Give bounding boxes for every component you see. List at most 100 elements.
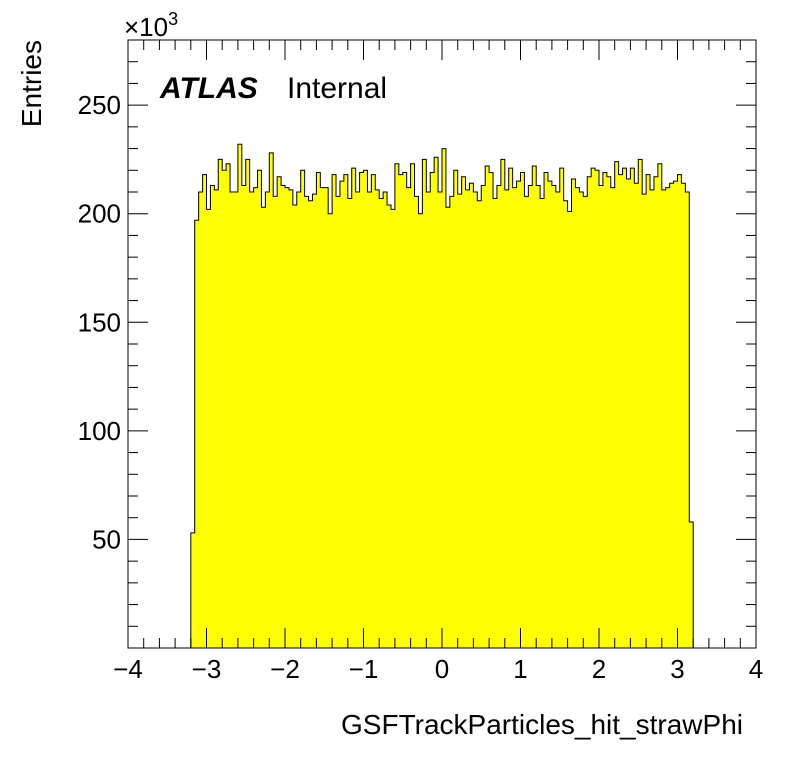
histogram-bar bbox=[583, 196, 588, 648]
histogram-bar bbox=[430, 172, 435, 648]
histogram-outline bbox=[190, 143, 694, 648]
histogram-bar bbox=[312, 194, 317, 649]
y-axis-label: Entries bbox=[16, 40, 47, 127]
histogram-bar bbox=[626, 178, 631, 648]
histogram-bar bbox=[206, 209, 211, 648]
histogram-bar bbox=[622, 168, 627, 649]
histogram-bar bbox=[602, 172, 608, 648]
histogram-bar bbox=[347, 198, 353, 648]
histogram-bar bbox=[532, 165, 537, 648]
histogram-bar bbox=[516, 181, 521, 648]
x-tick-label: 1 bbox=[513, 654, 527, 684]
histogram-bar bbox=[677, 174, 682, 648]
histogram-bar bbox=[567, 211, 572, 649]
histogram-bar bbox=[363, 170, 368, 649]
histogram-bar bbox=[571, 178, 576, 648]
histogram-bar bbox=[661, 189, 667, 648]
x-tick-label: −4 bbox=[113, 654, 143, 684]
histogram-bar bbox=[359, 172, 364, 648]
histogram-bar bbox=[277, 176, 282, 649]
histogram-bar bbox=[332, 174, 337, 648]
histogram-bar bbox=[375, 189, 380, 648]
histogram-bar bbox=[689, 522, 694, 648]
x-tick-label: −2 bbox=[270, 654, 300, 684]
histogram-bar bbox=[536, 185, 541, 649]
histogram-bar bbox=[461, 176, 466, 649]
histogram-bar bbox=[410, 163, 415, 648]
histogram-bar bbox=[387, 205, 392, 648]
histogram-bar bbox=[485, 165, 490, 648]
histogram-bar bbox=[261, 207, 266, 648]
histogram-bar bbox=[394, 163, 400, 648]
histogram-bar bbox=[434, 157, 439, 648]
histogram-bar bbox=[257, 170, 262, 649]
histogram-bar bbox=[445, 207, 451, 648]
internal-label: Internal bbox=[287, 72, 387, 105]
histogram-bar bbox=[477, 200, 482, 648]
histogram-bar bbox=[496, 185, 502, 649]
histogram-bar bbox=[481, 185, 486, 649]
histogram-bar bbox=[540, 198, 545, 648]
histogram-bar bbox=[253, 187, 258, 648]
histogram-bar bbox=[351, 168, 357, 649]
histogram-bar bbox=[328, 213, 333, 648]
y-multiplier-label: ×103 bbox=[124, 9, 178, 42]
histogram-bar bbox=[642, 194, 647, 649]
histogram-bar bbox=[304, 196, 309, 648]
histogram-bar bbox=[681, 183, 686, 648]
histogram-bar bbox=[673, 181, 678, 648]
y-tick-label: 250 bbox=[78, 90, 121, 120]
x-tick-label: 3 bbox=[670, 654, 684, 684]
histogram-bar bbox=[575, 187, 580, 648]
histogram-bar bbox=[559, 168, 565, 649]
histogram-bar bbox=[638, 159, 643, 648]
histogram-bar bbox=[288, 189, 294, 648]
histogram-bar bbox=[547, 181, 553, 648]
histogram-bar bbox=[512, 187, 517, 648]
histogram-bar bbox=[237, 144, 243, 649]
histogram-bar bbox=[281, 185, 286, 649]
histogram-bar bbox=[634, 183, 639, 648]
histogram-bar bbox=[292, 205, 298, 648]
histogram-bar bbox=[355, 192, 360, 648]
histogram-bar bbox=[618, 174, 623, 648]
x-tick-label: 2 bbox=[592, 654, 606, 684]
histogram-bar bbox=[222, 170, 227, 649]
histogram-bar bbox=[316, 172, 321, 648]
histogram-bar bbox=[343, 174, 349, 648]
histogram-bar bbox=[669, 183, 674, 648]
y-multiplier-exponent: 3 bbox=[168, 9, 178, 29]
histogram-bar bbox=[265, 192, 270, 648]
histogram-bar bbox=[551, 185, 557, 649]
x-tick-label: 4 bbox=[749, 654, 763, 684]
histogram-bar bbox=[398, 174, 404, 648]
histogram-bar bbox=[473, 192, 478, 648]
histogram-bar bbox=[508, 168, 514, 649]
histogram-bar bbox=[469, 183, 474, 648]
histogram-bar bbox=[520, 172, 525, 648]
histogram-bar bbox=[457, 194, 463, 649]
histogram-bar bbox=[249, 192, 254, 648]
histogram-bar bbox=[285, 187, 290, 648]
histogram-bar bbox=[650, 189, 655, 648]
y-tick-label: 100 bbox=[78, 416, 121, 446]
histogram-bar bbox=[591, 168, 596, 649]
histogram-bar bbox=[300, 170, 306, 649]
histogram-bar bbox=[544, 172, 549, 648]
histogram-bar bbox=[426, 192, 431, 648]
histogram-bar bbox=[402, 172, 408, 648]
histogram-bar bbox=[198, 192, 203, 648]
histogram-bar bbox=[489, 172, 494, 648]
x-tick-labels: −4 −3 −2 −1 0 1 2 3 4 bbox=[113, 654, 763, 684]
histogram-bar bbox=[646, 174, 651, 648]
histogram-bar bbox=[218, 159, 223, 648]
histogram-bar bbox=[599, 185, 604, 649]
y-tick-label: 50 bbox=[92, 524, 121, 554]
histogram-bar bbox=[500, 159, 506, 648]
histogram-bar bbox=[610, 187, 616, 648]
histogram-bar bbox=[241, 185, 247, 649]
histogram-bar bbox=[210, 185, 215, 649]
histogram-bar bbox=[202, 174, 207, 648]
y-tick-labels: 50 100 150 200 250 bbox=[78, 90, 121, 554]
histogram-bar bbox=[524, 196, 529, 648]
